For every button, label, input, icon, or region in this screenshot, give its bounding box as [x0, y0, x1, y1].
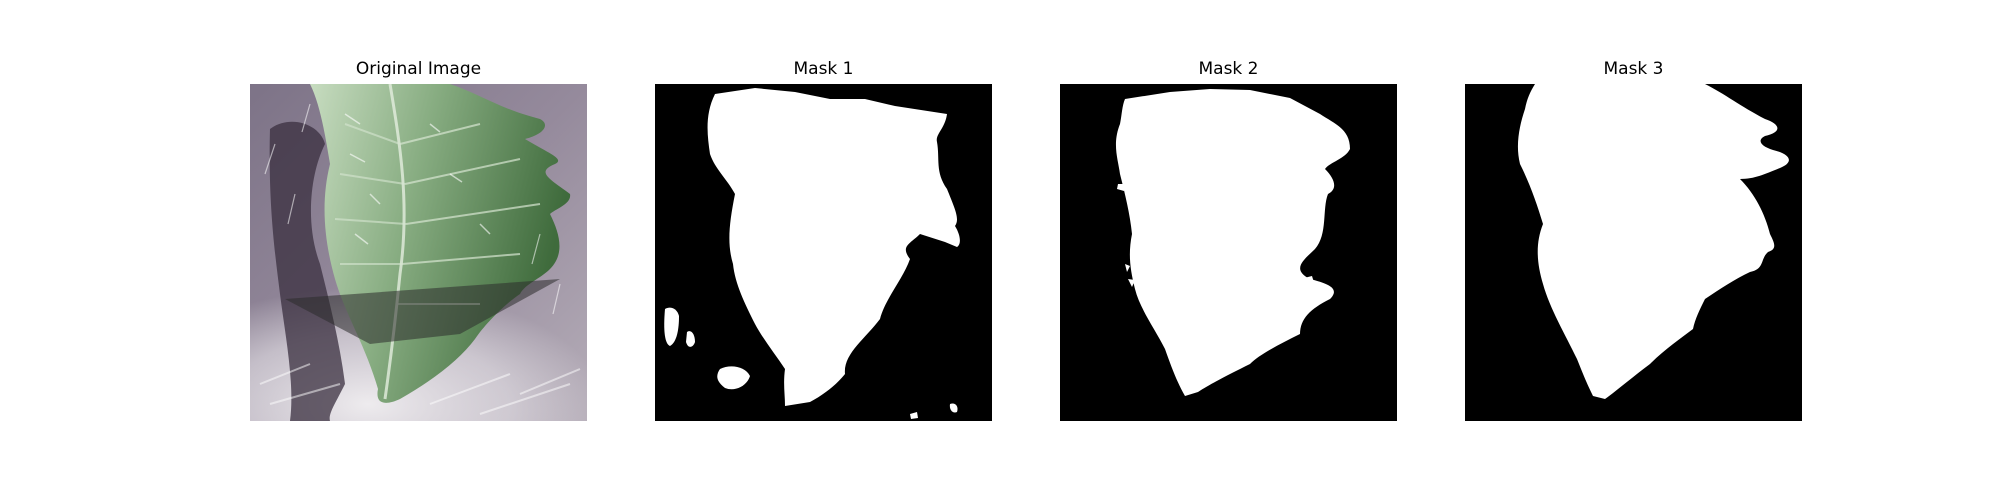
mask-1-image: [655, 84, 992, 421]
panel-original-image: Original Image: [250, 56, 587, 421]
mask-2-image: [1060, 84, 1397, 421]
panel-mask-1: Mask 1: [655, 56, 992, 421]
panel-title: Original Image: [250, 56, 587, 82]
mask-3: [1465, 84, 1802, 421]
original-image: [250, 84, 587, 421]
mask-1: [655, 84, 992, 421]
panel-mask-2: Mask 2: [1060, 56, 1397, 421]
panel-title: Mask 3: [1465, 56, 1802, 82]
leaf-photo: [250, 84, 587, 421]
panel-mask-3: Mask 3: [1465, 56, 1802, 421]
panel-title: Mask 2: [1060, 56, 1397, 82]
mask-2: [1060, 84, 1397, 421]
mask-3-image: [1465, 84, 1802, 421]
panel-title: Mask 1: [655, 56, 992, 82]
